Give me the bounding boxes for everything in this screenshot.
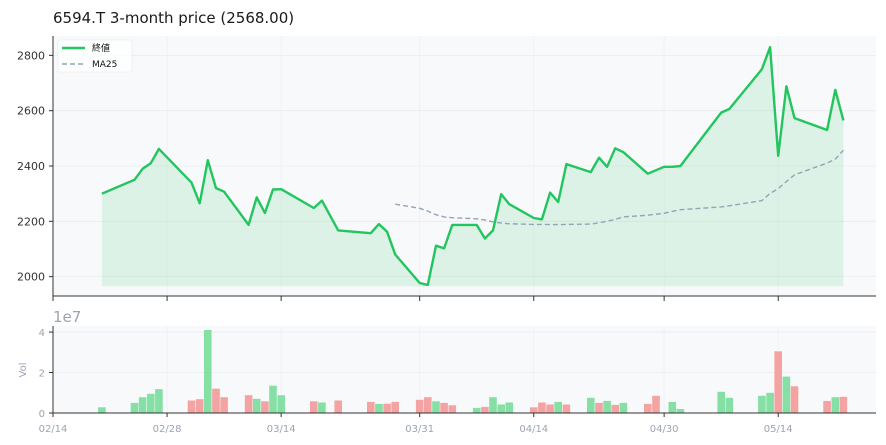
volume-bar (782, 376, 791, 413)
volume-bar (334, 400, 342, 413)
volume-bar (790, 386, 799, 413)
volume-bar (147, 393, 155, 413)
volume-bar (766, 392, 774, 413)
volume-bar (668, 401, 677, 413)
close-price-line (101, 45, 845, 287)
volume-bar (595, 402, 603, 413)
volume-bar (212, 388, 220, 413)
volume-bar (383, 403, 391, 413)
volume-bar (538, 402, 546, 413)
x-tick-label: 03/14 (267, 424, 296, 435)
legend-close-label: 終値 (92, 42, 110, 54)
ma25-line (395, 149, 844, 226)
x-tick-label: 05/14 (764, 424, 793, 435)
volume-bar (619, 402, 628, 413)
price-y-tick-label: 2200 (17, 215, 45, 228)
price-area-fill (101, 47, 844, 287)
volume-bar (220, 397, 228, 413)
volume-bar (546, 404, 554, 413)
price-x-axis-ticks (52, 296, 779, 301)
volume-bar (562, 404, 571, 413)
price-y-tick-label: 2800 (17, 49, 45, 62)
volume-y-tick-label: 0 (39, 409, 45, 420)
volume-bar (472, 407, 481, 413)
volume-bar (415, 399, 424, 413)
volume-bar (432, 401, 440, 413)
volume-bar (554, 401, 562, 413)
price-panel: 2000 2200 2400 2600 2800 終値 MA25 (17, 36, 876, 301)
volume-bar (611, 404, 619, 413)
price-y-tick-label: 2000 (17, 271, 45, 284)
volume-bar (823, 400, 831, 413)
volume-y-label: Vol (18, 363, 29, 378)
x-tick-label: 04/14 (519, 424, 548, 435)
volume-bar (497, 404, 505, 413)
volume-bar (138, 397, 147, 413)
volume-bar (375, 403, 383, 413)
volume-bar (367, 401, 375, 413)
volume-bar (587, 397, 595, 413)
volume-bar (204, 330, 212, 413)
volume-plot-area (53, 326, 876, 413)
volume-bar (318, 402, 326, 413)
volume-bar (130, 402, 139, 413)
volume-bar (717, 391, 725, 413)
volume-panel: 024 02/14 02/28 03/14 03/31 04/14 04/30 05/14 … (18, 308, 876, 435)
volume-bar (448, 405, 457, 413)
volume-bar (252, 398, 261, 413)
volume-bar (187, 400, 196, 413)
chart-title: 6594.T 3-month price (2568.00) (53, 9, 294, 27)
volume-bar (98, 407, 106, 413)
volume-bar (758, 395, 766, 413)
volume-offset-label: 1e7 (53, 308, 81, 326)
x-tick-label: 03/31 (405, 424, 434, 435)
legend: 終値 MA25 (57, 39, 133, 73)
volume-bar (391, 401, 399, 413)
volume-bar (277, 395, 285, 413)
price-y-tick-label: 2600 (17, 105, 45, 118)
volume-bar (269, 385, 277, 413)
x-tick-label: 02/28 (153, 424, 182, 435)
volume-bar (424, 397, 432, 413)
volume-bar (489, 397, 497, 413)
volume-bar (839, 396, 848, 413)
volume-x-axis: 02/14 02/28 03/14 03/31 04/14 04/30 05/14 (39, 413, 793, 435)
volume-bar (481, 406, 489, 413)
price-y-axis: 2000 2200 2400 2600 2800 (17, 49, 53, 284)
x-tick-label: 02/14 (39, 424, 68, 435)
volume-bar (440, 402, 448, 413)
volume-bar (774, 351, 782, 413)
volume-bar (505, 402, 514, 413)
volume-bar (652, 395, 660, 413)
volume-bar (676, 409, 685, 413)
volume-bar (644, 403, 652, 413)
price-y-tick-label: 2400 (17, 160, 45, 173)
volume-bar (155, 389, 163, 413)
volume-y-tick-label: 2 (39, 369, 45, 380)
volume-bar (244, 395, 253, 413)
volume-bars (98, 330, 848, 413)
volume-bar (530, 407, 538, 413)
volume-bar (195, 399, 204, 413)
legend-ma25-label: MA25 (92, 60, 117, 70)
volume-bar (310, 401, 318, 413)
volume-bar (261, 401, 269, 413)
volume-bar (603, 400, 611, 413)
volume-y-tick-label: 4 (39, 328, 45, 339)
volume-bar (831, 397, 840, 413)
volume-y-axis: 0 2 4 (39, 328, 53, 420)
volume-bar (725, 397, 734, 413)
x-tick-label: 04/30 (650, 424, 679, 435)
